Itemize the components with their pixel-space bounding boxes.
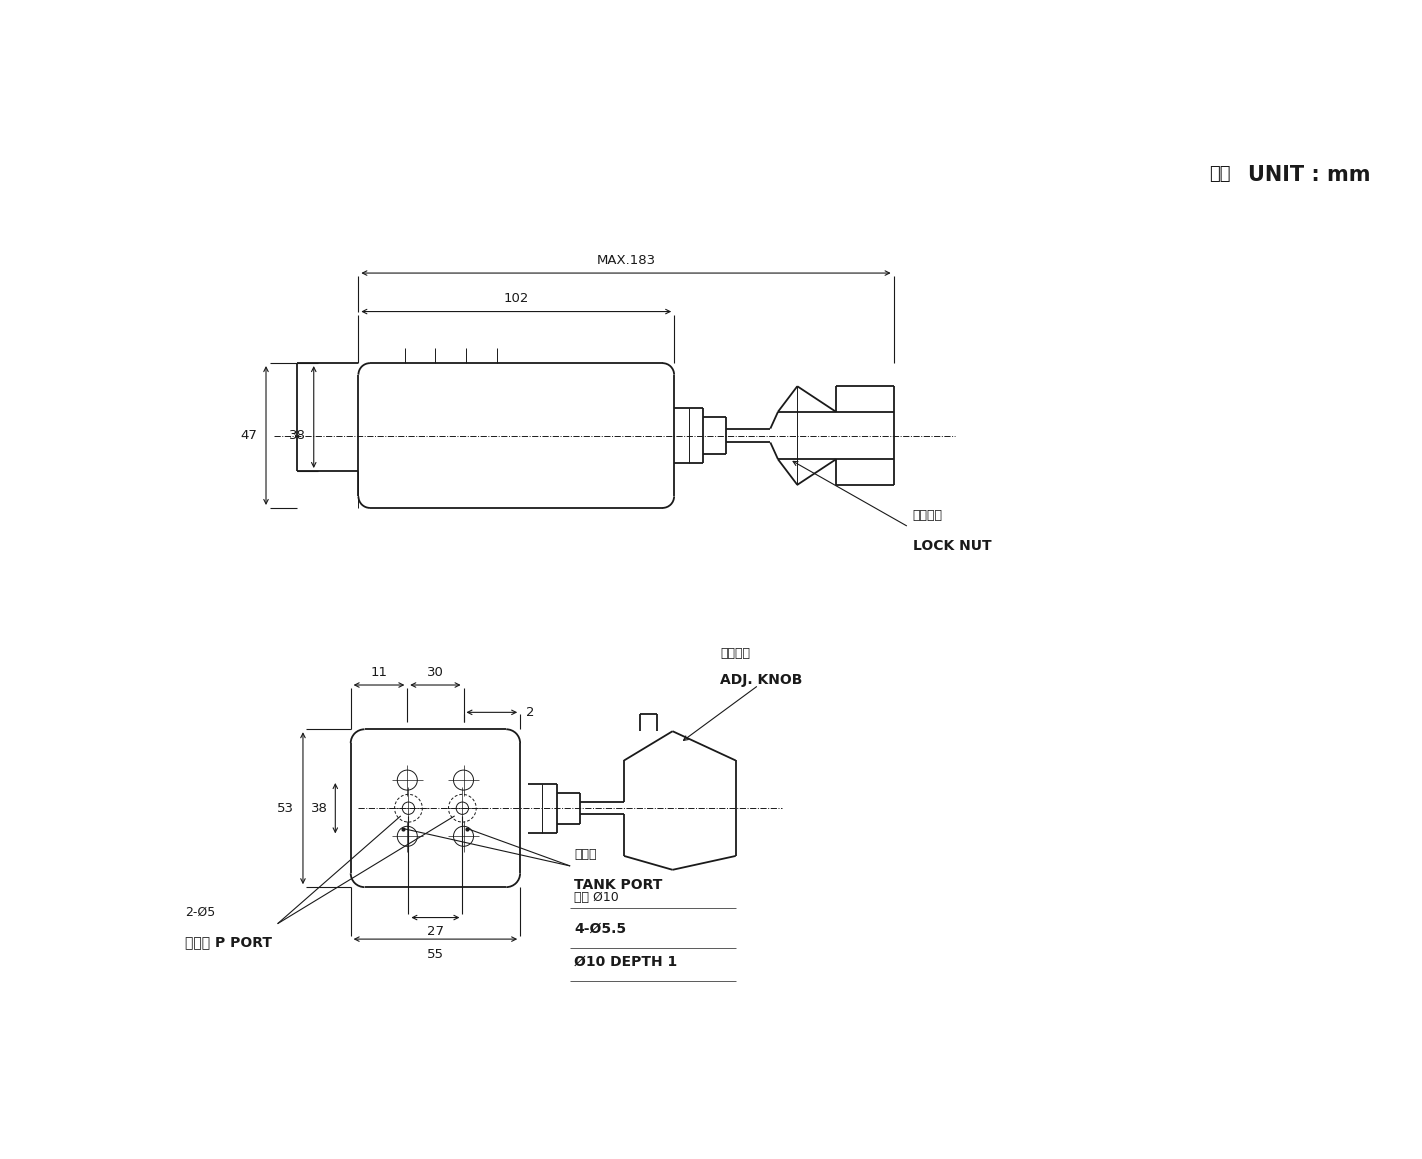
Text: 38: 38	[289, 429, 306, 442]
Text: 102: 102	[503, 292, 529, 306]
Text: LOCK NUT: LOCK NUT	[913, 539, 991, 553]
Text: ADJ. KNOB: ADJ. KNOB	[721, 673, 802, 687]
Text: 2-Ø5: 2-Ø5	[185, 905, 215, 918]
Text: 2: 2	[526, 706, 535, 719]
Text: 30: 30	[427, 666, 444, 679]
Text: 壓力孔 P PORT: 壓力孔 P PORT	[185, 935, 272, 949]
Text: 55: 55	[427, 948, 444, 961]
Text: UNIT : mm: UNIT : mm	[1247, 166, 1371, 185]
Text: 4-Ø5.5: 4-Ø5.5	[574, 921, 626, 935]
Text: 回油孔: 回油孔	[574, 847, 596, 861]
Text: 固定螺絲: 固定螺絲	[913, 509, 943, 522]
Text: TANK PORT: TANK PORT	[574, 877, 663, 891]
Text: 27: 27	[427, 925, 444, 939]
Text: 調節旋鈕: 調節旋鈕	[721, 647, 751, 659]
Text: 單位: 單位	[1209, 166, 1231, 183]
Text: 11: 11	[371, 666, 388, 679]
Text: 38: 38	[311, 802, 327, 815]
Text: Ø10 DEPTH 1: Ø10 DEPTH 1	[574, 954, 677, 969]
Text: 47: 47	[240, 429, 257, 442]
Text: 53: 53	[277, 802, 294, 815]
Text: 中心 Ø10: 中心 Ø10	[574, 891, 619, 904]
Text: MAX.183: MAX.183	[596, 254, 656, 267]
